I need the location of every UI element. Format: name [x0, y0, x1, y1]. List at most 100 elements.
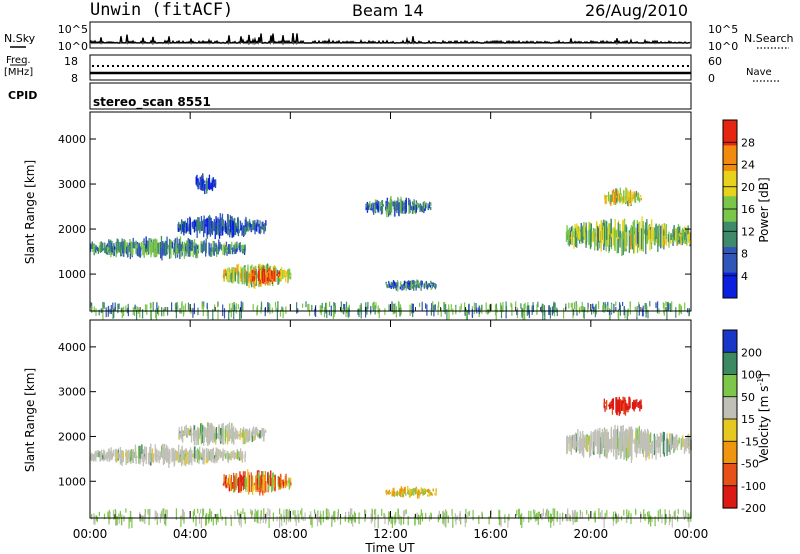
echo-cell — [262, 428, 264, 437]
echo-cell — [395, 491, 397, 496]
echo-cell — [365, 204, 367, 208]
nsky-trace — [89, 33, 691, 46]
scatter-cell — [96, 516, 98, 523]
echo-cell — [660, 225, 662, 249]
echo-cell — [215, 245, 217, 251]
scatter-cell — [524, 302, 526, 310]
echo-cell — [168, 238, 171, 251]
echo-cell — [616, 230, 618, 240]
echo-cell — [166, 247, 169, 253]
scatter-cell — [411, 305, 413, 314]
scatter-cell — [325, 302, 327, 312]
scatter-cell — [619, 302, 621, 310]
echo-cell — [97, 453, 99, 458]
echo-cell — [98, 451, 100, 458]
echo-cell — [620, 193, 622, 202]
echo-cell — [399, 286, 401, 290]
scatter-cell — [388, 304, 390, 312]
echo-cell — [286, 480, 288, 487]
scatter-cell — [334, 510, 336, 523]
echo-cell — [679, 232, 681, 235]
echo-cell — [672, 231, 674, 237]
freq-tick-bottom: 8 — [71, 72, 78, 85]
echo-cell — [144, 446, 146, 460]
scatter-cell — [432, 301, 434, 312]
scatter-cell — [112, 509, 114, 516]
echo-cell — [270, 477, 273, 493]
echo-cell — [595, 221, 598, 241]
echo-cell — [612, 398, 614, 408]
echo-cell — [630, 225, 632, 246]
scatter-cell — [371, 508, 373, 521]
echo-cell — [211, 221, 213, 228]
echo-cell — [673, 441, 675, 450]
echo-cell — [180, 455, 183, 467]
echo-cell — [257, 219, 259, 227]
scatter-cell — [464, 302, 466, 315]
echo-cell — [419, 282, 421, 287]
echo-cell — [212, 240, 214, 250]
echo-cell — [386, 284, 388, 288]
echo-cell — [625, 231, 627, 249]
echo-cell — [95, 452, 98, 458]
echo-cell — [94, 450, 97, 457]
echo-cell — [589, 440, 591, 451]
echo-cell — [404, 199, 407, 214]
echo-cell — [660, 234, 663, 247]
echo-cell — [256, 219, 258, 226]
scatter-cell — [443, 512, 445, 520]
echo-cell — [637, 232, 640, 248]
x-tick-label: 08:00 — [273, 527, 308, 541]
echo-cell — [238, 453, 240, 458]
echo-cell — [278, 274, 280, 276]
echo-cell — [247, 476, 250, 491]
echo-cell — [197, 182, 199, 189]
echo-cell — [219, 242, 221, 248]
echo-cell — [167, 447, 169, 463]
echo-cell — [435, 285, 437, 288]
echo-cell — [405, 283, 407, 286]
echo-cell — [595, 442, 597, 446]
echo-cell — [235, 244, 238, 249]
scatter-cell — [319, 305, 321, 314]
scatter-cell — [421, 512, 423, 522]
echo-cell — [228, 422, 231, 440]
scatter-cell — [236, 509, 239, 516]
scatter-cell — [251, 511, 253, 519]
echo-cell — [116, 243, 118, 253]
echo-cell — [100, 241, 102, 252]
scatter-cell — [193, 509, 195, 516]
echo-cell — [162, 451, 165, 466]
echo-cell — [576, 441, 578, 447]
scatter-cell — [495, 307, 497, 320]
echo-cell — [230, 480, 232, 492]
echo-cell — [258, 471, 260, 488]
scatter-cell — [635, 510, 637, 516]
scatter-cell — [459, 510, 461, 521]
echo-cell — [106, 452, 108, 459]
echo-cell — [282, 269, 284, 277]
scatter-cell — [541, 512, 543, 521]
scatter-cell — [595, 303, 597, 315]
echo-cell — [411, 201, 414, 215]
scatter-cell — [142, 309, 144, 319]
scatter-cell — [579, 514, 581, 519]
echo-cell — [619, 230, 621, 248]
echo-cell — [640, 405, 643, 410]
echo-cell — [217, 448, 220, 460]
echo-cell — [402, 206, 404, 211]
echo-cell — [626, 226, 628, 247]
echo-cell — [128, 245, 130, 253]
echo-cell — [183, 227, 185, 236]
y-tick-label: 2000 — [58, 223, 86, 236]
echo-cell — [249, 430, 251, 441]
scatter-cell — [156, 302, 158, 310]
echo-cell — [650, 444, 652, 454]
echo-cell — [118, 453, 121, 459]
x-tick-label: 12:00 — [373, 527, 408, 541]
echo-cell — [129, 245, 131, 260]
echo-cell — [199, 446, 201, 456]
echo-cell — [222, 245, 224, 250]
echo-cell — [213, 455, 215, 459]
